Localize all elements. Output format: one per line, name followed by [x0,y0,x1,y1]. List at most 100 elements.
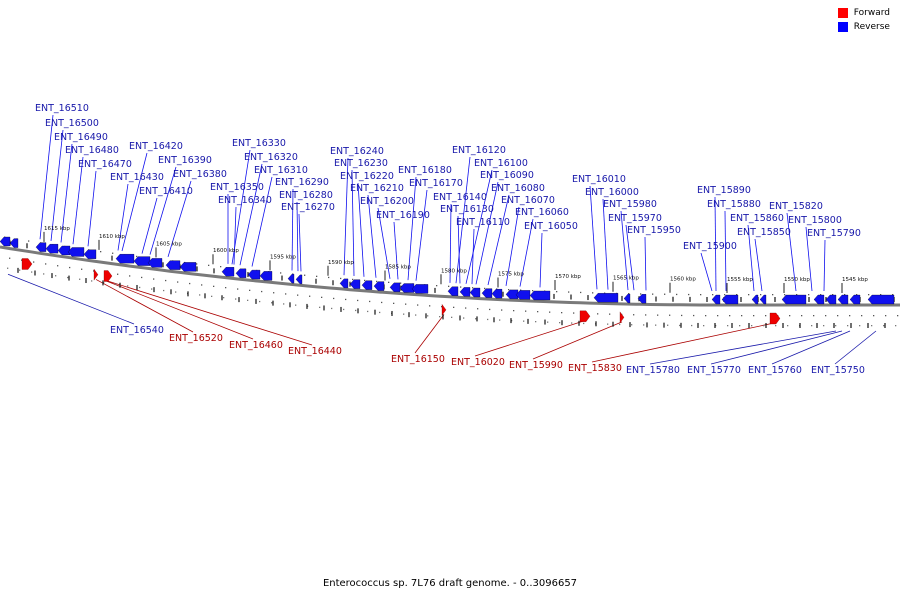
reverse-gene [623,293,631,304]
reverse-gene [35,242,47,252]
guide-dot [379,311,381,314]
bottom-label-leader [95,279,194,333]
guide-dot [513,310,515,312]
genome-backbone [0,245,900,307]
guide-dot [55,275,57,277]
top-gene-label: ENT_15980 [603,199,657,210]
guide-dot [520,289,522,291]
guide-dot [883,325,885,327]
guide-dot [724,294,726,296]
guide-dot [225,287,227,289]
guide-dot [28,240,30,242]
reverse-gene [57,245,71,256]
kbp-tick-label: 1600 kbp [213,248,239,254]
guide-dot [364,279,366,282]
guide-dot [547,321,549,323]
guide-dot [880,294,882,296]
guide-dot [451,316,453,318]
guide-dot [163,289,165,292]
top-gene-label: ENT_16490 [54,132,108,143]
top-label-leader [87,170,97,247]
guide-dot [283,303,285,305]
guide-dot [127,285,129,287]
top-label-leader [357,182,365,277]
reverse-gene [389,282,401,292]
guide-dot [832,294,834,296]
guide-dot [307,305,309,307]
reverse-gene [849,294,861,305]
guide-dot [31,271,33,273]
reverse-gene [295,274,303,285]
top-label-leader [298,213,302,272]
guide-dot [273,292,275,294]
guide-dot [796,294,798,296]
guide-dot [765,315,767,317]
forward-gene [103,270,113,282]
guide-dot [573,312,575,314]
guide-dot [705,315,707,317]
reverse-gene [481,288,493,298]
guide-dot [357,299,359,302]
top-gene-label: ENT_15820 [769,201,823,212]
reverse-gene [759,294,767,305]
top-gene-label: ENT_16500 [45,118,99,129]
top-gene-label: ENT_15900 [683,241,737,252]
kbp-tick-label: 1610 kbp [99,234,125,240]
guide-dot [477,308,479,310]
bottom-gene-label: ENT_16540 [110,325,164,336]
guide-dot [465,307,467,309]
guide-dot [741,315,743,317]
guide-dot [712,294,714,296]
top-gene-label: ENT_16010 [572,174,626,185]
guide-dot [345,298,347,301]
guide-dot [633,314,635,316]
top-label-leader [72,156,84,245]
guide-dot [849,315,851,317]
guide-dot [415,314,417,316]
genes [0,236,895,325]
top-label-leader [149,166,177,255]
top-label-leader [700,252,713,292]
guide-dot [112,252,114,254]
guide-dot [549,311,551,313]
guide-dot [405,303,407,305]
reverse-gene [339,278,349,288]
top-label-leader [141,197,158,254]
top-label-leader [471,228,475,285]
top-gene-label: ENT_16320 [244,152,298,163]
guide-dot [511,320,513,322]
guide-dot [559,322,561,324]
top-label-leader [449,203,452,283]
guide-dot [21,259,23,261]
guide-dot [139,286,141,289]
guide-dot [667,324,669,326]
guide-dot [333,297,335,300]
top-gene-label: ENT_16310 [254,165,308,176]
bottom-gene-label: ENT_15760 [748,365,802,376]
guide-dot [376,280,378,283]
guide-dot [681,314,683,317]
top-gene-label: ENT_16410 [139,186,193,197]
top-label-leader [487,194,510,286]
reverse-gene [781,294,807,305]
bottom-gene-label: ENT_16020 [451,357,505,368]
top-gene-label: ENT_15970 [608,213,662,224]
top-gene-label: ENT_16510 [35,103,89,114]
guide-dot [823,325,825,327]
guide-dot [43,273,45,275]
top-gene-label: ENT_16480 [65,145,119,156]
kbp-tick-label: 1575 kbp [498,271,524,277]
reverse-gene [221,267,235,277]
guide-dot [151,288,153,290]
bottom-gene-label: ENT_15830 [568,363,622,374]
top-gene-label: ENT_16270 [281,202,335,213]
reverse-gene [491,289,503,299]
top-label-leader [117,183,129,251]
bottom-gene-label: ENT_15990 [509,360,563,371]
guide-dot [727,325,729,327]
guide-dot [868,294,870,296]
guide-dot [715,325,717,327]
kbp-tick-label: 1580 kbp [441,268,467,274]
guide-dot [772,294,774,296]
